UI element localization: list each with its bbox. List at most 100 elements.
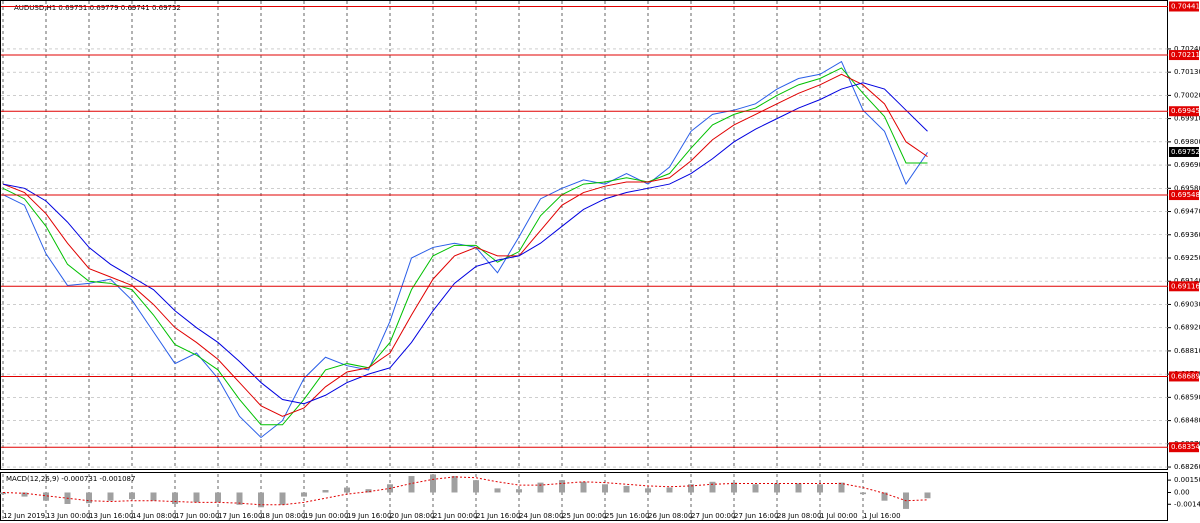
x-tick-label: 17 Jun 00:00	[175, 512, 219, 520]
level-label: 0.69548	[1171, 191, 1200, 199]
level-label-box	[1169, 281, 1199, 292]
macd-bar	[150, 492, 157, 501]
macd-bar	[258, 492, 264, 508]
price-label: 0.69752	[1171, 148, 1200, 156]
macd-bar	[193, 492, 200, 503]
macd-bar	[215, 492, 221, 503]
macd-bar	[301, 492, 307, 497]
macd-bar	[0, 492, 6, 495]
x-tick-label: 19 Jun 00:00	[304, 512, 348, 520]
x-tick-label: 25 Jun 00:00	[562, 512, 606, 520]
x-tick-label: 13 Jun 16:00	[89, 512, 133, 520]
level-label-box	[1169, 1, 1199, 12]
price-label-box	[1169, 146, 1199, 157]
macd-bar	[860, 492, 866, 495]
level-label-box	[1169, 190, 1199, 201]
macd-bar	[451, 476, 458, 493]
macd-bar	[881, 492, 888, 501]
x-tick-label: 1 Jul 00:00	[820, 512, 858, 520]
macd-bar	[580, 481, 587, 493]
macd-bar	[559, 480, 565, 493]
x-tick-label: 18 Jun 08:00	[261, 512, 305, 520]
chart-title: AUDUSD,H1 0.69751 0.69779 0.69741 0.6975…	[14, 4, 181, 12]
x-tick-label: 26 Jun 08:00	[648, 512, 692, 520]
macd-bar	[322, 490, 329, 493]
x-tick-label: 25 Jun 16:00	[605, 512, 649, 520]
macd-bar	[473, 480, 479, 493]
macd-bar	[279, 492, 286, 505]
macd-bar	[623, 485, 630, 493]
x-tick-label: 27 Jun 00:00	[691, 512, 735, 520]
level-label: 0.70441	[1171, 2, 1200, 10]
x-tick-label: 19 Jun 16:00	[347, 512, 391, 520]
series-line	[2, 82, 928, 405]
x-tick-label: 1 Jul 16:00	[863, 512, 901, 520]
macd-bar	[602, 484, 608, 493]
x-tick-label: 13 Jun 00:00	[46, 512, 90, 520]
series-line	[2, 476, 928, 506]
macd-bar	[774, 483, 780, 493]
x-tick-label: 12 Jun 2019	[3, 512, 45, 520]
level-label-box	[1169, 371, 1199, 382]
series-line	[2, 73, 928, 417]
macd-bar	[838, 482, 845, 493]
macd-title: MACD(12,26,9) -0.000731 -0.001087	[6, 475, 135, 483]
y-tick-label: 0.001505	[1174, 476, 1200, 484]
x-tick-label: 24 Jun 08:00	[519, 512, 563, 520]
macd-bar	[430, 474, 436, 493]
macd-bar	[709, 481, 716, 493]
macd-bar	[86, 492, 92, 504]
level-label-box	[1169, 442, 1199, 453]
macd-bar	[365, 489, 372, 493]
macd-bar	[516, 489, 522, 493]
x-tick-label: 21 Jun 16:00	[476, 512, 520, 520]
series-line	[2, 67, 928, 426]
macd-bar	[43, 492, 49, 501]
macd-bar	[752, 484, 759, 493]
macd-bar	[817, 484, 823, 493]
macd-bar	[645, 488, 651, 493]
level-label: 0.68354	[1171, 443, 1200, 451]
x-tick-label: 17 Jun 16:00	[218, 512, 262, 520]
level-label: 0.70211	[1171, 51, 1200, 59]
macd-bar	[494, 488, 501, 493]
level-label: 0.69945	[1171, 107, 1200, 115]
x-tick-label: 28 Jun 08:00	[777, 512, 821, 520]
level-label-box	[1169, 106, 1199, 117]
x-tick-label: 14 Jun 08:00	[132, 512, 176, 520]
macd-bar	[21, 492, 28, 497]
x-tick-label: 27 Jun 16:00	[734, 512, 778, 520]
macd-bar	[236, 492, 243, 505]
y-tick-label: 0.00	[1174, 488, 1190, 496]
macd-bar	[107, 492, 114, 501]
macd-bar	[408, 476, 415, 493]
macd-bar	[924, 492, 931, 499]
level-label: 0.68689	[1171, 372, 1200, 380]
macd-bar	[688, 484, 694, 493]
macd-bar	[344, 487, 350, 493]
level-label: 0.69116	[1171, 282, 1200, 290]
y-tick-label: -0.001434	[1174, 500, 1200, 508]
x-tick-label: 21 Jun 00:00	[433, 512, 477, 520]
macd-bar	[666, 487, 673, 493]
macd-bar	[795, 483, 802, 493]
macd-bar	[172, 492, 178, 504]
